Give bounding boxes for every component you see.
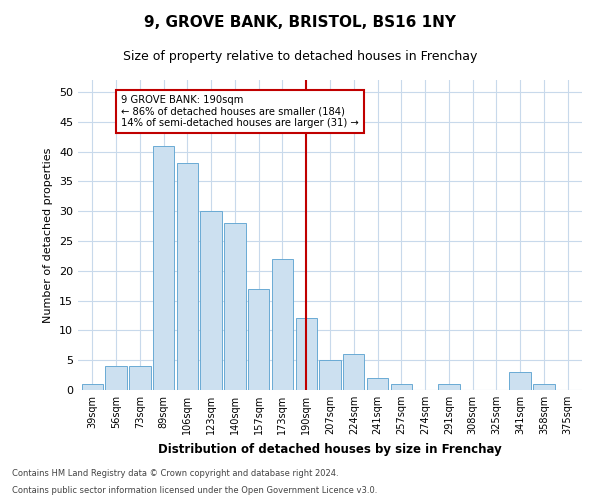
Text: Contains HM Land Registry data © Crown copyright and database right 2024.: Contains HM Land Registry data © Crown c…	[12, 468, 338, 477]
Bar	[533, 384, 554, 390]
Bar	[106, 366, 127, 390]
Bar	[367, 378, 388, 390]
Y-axis label: Number of detached properties: Number of detached properties	[43, 148, 53, 322]
Bar	[272, 259, 293, 390]
Bar	[200, 211, 222, 390]
X-axis label: Distribution of detached houses by size in Frenchay: Distribution of detached houses by size …	[158, 442, 502, 456]
Bar	[224, 223, 245, 390]
Bar	[176, 164, 198, 390]
Text: 9 GROVE BANK: 190sqm
← 86% of detached houses are smaller (184)
14% of semi-deta: 9 GROVE BANK: 190sqm ← 86% of detached h…	[121, 95, 359, 128]
Bar	[438, 384, 460, 390]
Bar	[319, 360, 341, 390]
Bar	[129, 366, 151, 390]
Bar	[82, 384, 103, 390]
Bar	[153, 146, 174, 390]
Text: Contains public sector information licensed under the Open Government Licence v3: Contains public sector information licen…	[12, 486, 377, 495]
Text: Size of property relative to detached houses in Frenchay: Size of property relative to detached ho…	[123, 50, 477, 63]
Bar	[509, 372, 531, 390]
Bar	[296, 318, 317, 390]
Text: 9, GROVE BANK, BRISTOL, BS16 1NY: 9, GROVE BANK, BRISTOL, BS16 1NY	[144, 15, 456, 30]
Bar	[248, 288, 269, 390]
Bar	[343, 354, 364, 390]
Bar	[391, 384, 412, 390]
